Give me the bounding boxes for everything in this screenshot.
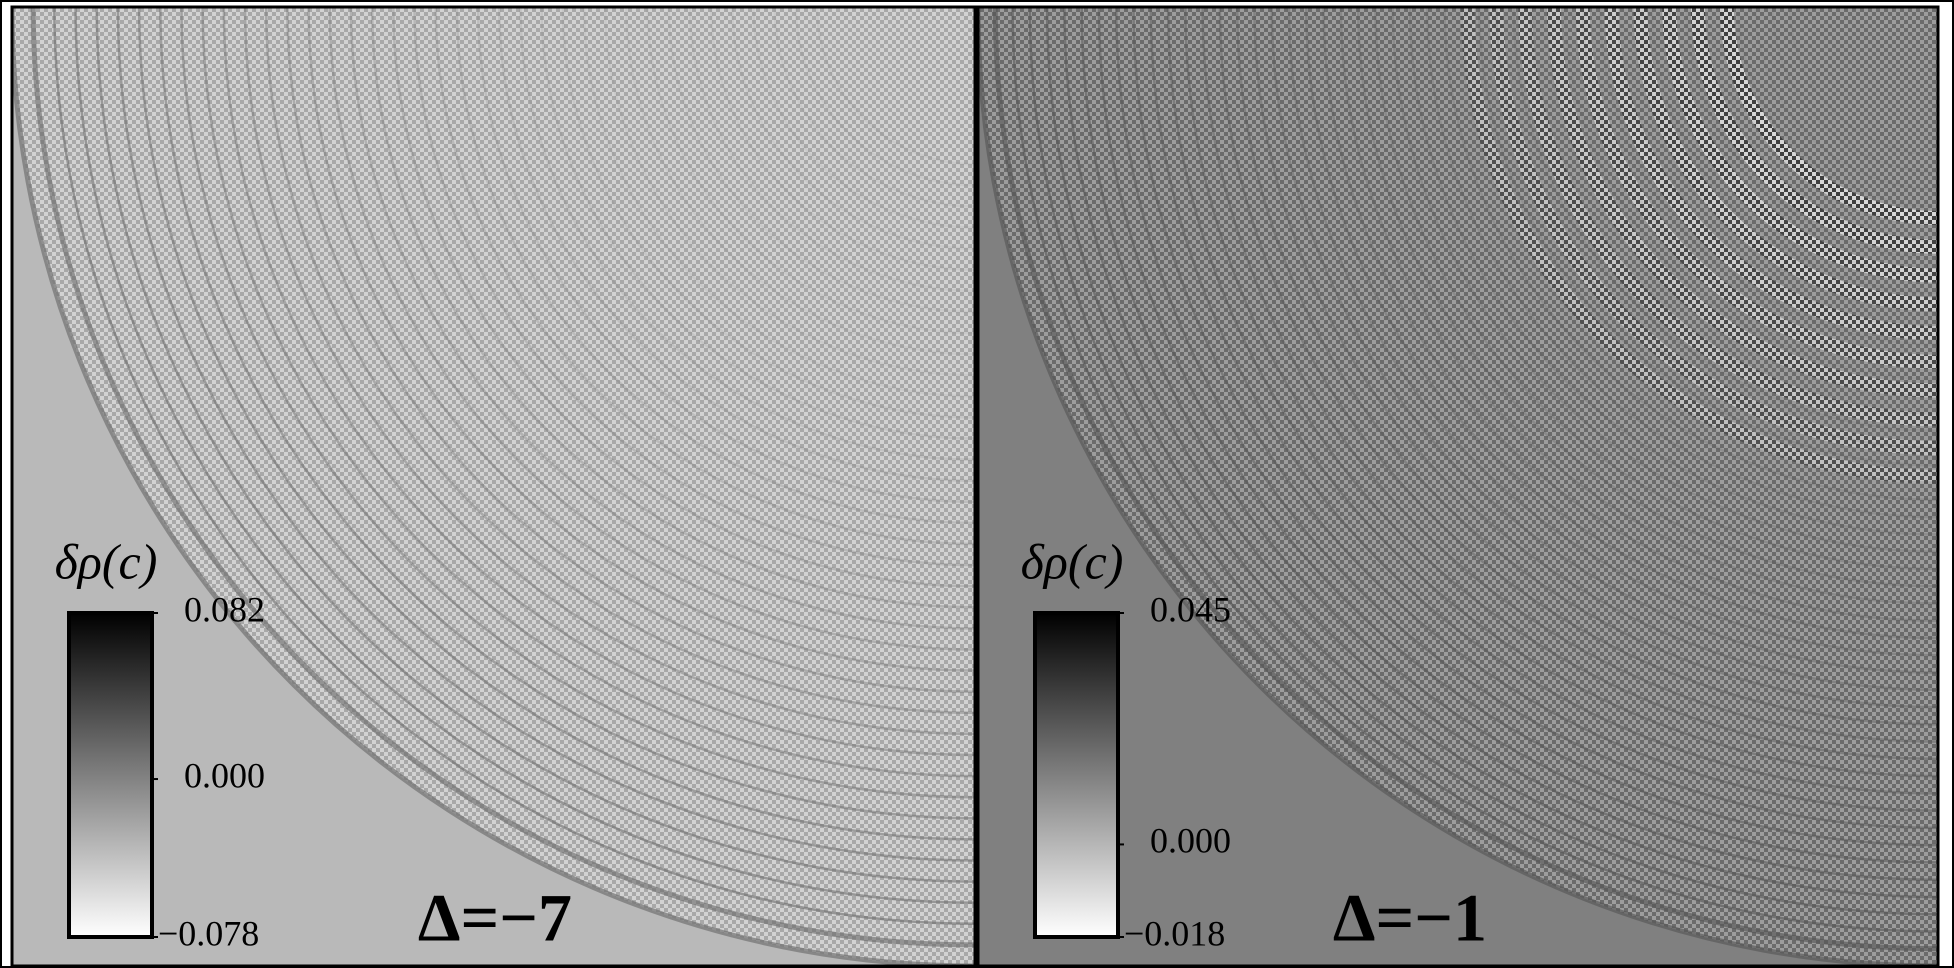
colorbar-tick-label: 0.000: [184, 755, 265, 795]
colorbar-tick-label: 0.045: [1150, 589, 1231, 629]
colorbar-tick-label: 0.082: [184, 589, 265, 629]
colorbar: [1035, 613, 1118, 937]
figure: δρ(c) −0.078 0.000 0.082 Δ=−7 δρ(c) −0.018 0.00…: [0, 0, 1954, 968]
annotation: Δ=−7: [418, 880, 572, 956]
colorbar-label: δρ(c): [55, 533, 158, 589]
colorbar-tick-label: −0.078: [158, 913, 259, 953]
colorbar-tick-label: 0.000: [1150, 821, 1231, 861]
annotation: Δ=−1: [1333, 880, 1487, 956]
colorbar-tick-label: −0.018: [1124, 913, 1225, 953]
colorbar: [69, 613, 152, 937]
heatmap-image: [978, 7, 1938, 966]
heatmap-panel: δρ(c) −0.078 0.000 0.082 Δ=−7: [12, 7, 975, 966]
heatmap-image: [12, 7, 975, 966]
heatmap-panel: δρ(c) −0.018 0.000 0.045 Δ=−1: [978, 7, 1938, 966]
colorbar-label: δρ(c): [1021, 533, 1124, 589]
